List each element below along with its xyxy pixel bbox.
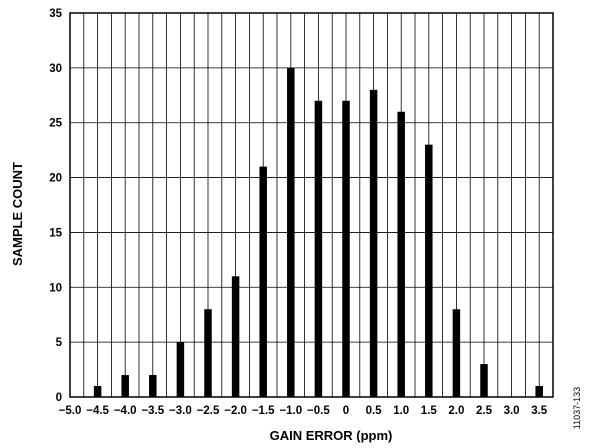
bar [369, 89, 378, 398]
x-tick-label: −2.5 [197, 405, 220, 417]
bar [425, 144, 433, 397]
bar [259, 166, 267, 397]
x-tick-label: 2.0 [448, 405, 464, 417]
x-tick-label: 1.0 [393, 405, 409, 417]
x-tick-label: 3.0 [504, 405, 520, 417]
y-tick-label: 10 [49, 282, 62, 294]
bar [121, 375, 129, 397]
x-tick-label: −1.5 [252, 405, 275, 417]
bar [535, 386, 543, 397]
y-tick-label: 35 [49, 8, 62, 20]
y-tick-label: 0 [56, 392, 62, 404]
x-tick-label: −2.0 [224, 405, 247, 417]
bar [287, 67, 295, 397]
x-tick-label: −1.0 [279, 405, 302, 417]
x-tick-label: −3.5 [141, 405, 164, 417]
bar [93, 386, 102, 397]
y-tick-label: 30 [49, 63, 62, 75]
x-tick-label: 3.5 [531, 405, 548, 417]
x-tick-label: −4.5 [86, 405, 109, 417]
bar [452, 309, 461, 397]
x-tick-label: −3.0 [169, 405, 192, 417]
bar [397, 111, 405, 397]
bar [149, 375, 157, 397]
y-axis-title: SAMPLE COUNT [10, 162, 25, 266]
x-tick-label: −5.0 [59, 405, 82, 417]
y-tick-label: 15 [49, 227, 62, 239]
x-axis-title: GAIN ERROR (ppm) [270, 428, 393, 443]
x-tick-label: 0.5 [366, 405, 383, 417]
x-tick-label: 2.5 [476, 405, 493, 417]
bar [342, 100, 350, 398]
x-tick-label: −4.0 [114, 405, 137, 417]
x-tick-label: 1.5 [421, 405, 438, 417]
x-tick-labels: −5.0 −4.5 −4.0 −3.5 −3.0 −2.5 −2.0 −1.5 −1.0 −0.5… [59, 405, 548, 417]
grid-lines [70, 13, 553, 397]
bar [314, 100, 323, 398]
y-tick-label: 25 [49, 118, 62, 130]
x-tick-label: 0 [343, 405, 349, 417]
x-tick-label: −0.5 [307, 405, 330, 417]
y-tick-label: 5 [56, 337, 63, 349]
bar [176, 342, 185, 397]
y-tick-labels: 0 5 10 15 20 25 30 35 [49, 8, 62, 404]
bar [204, 309, 212, 397]
bar [231, 276, 240, 397]
bars [93, 67, 543, 398]
y-tick-label: 20 [49, 173, 62, 185]
bar [480, 364, 488, 397]
figure-id-label: 11037-133 [572, 387, 582, 429]
plot-frame [69, 12, 554, 398]
